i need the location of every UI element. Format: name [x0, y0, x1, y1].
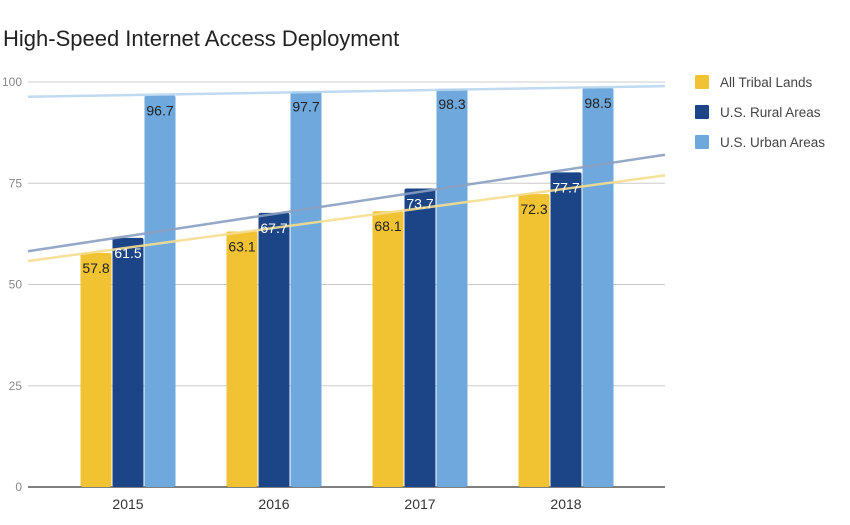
x-tick-label: 2017 [404, 496, 435, 512]
data-label: 61.5 [114, 245, 141, 261]
trendline [27, 174, 666, 263]
trendline [27, 84, 666, 99]
trendline [27, 153, 666, 253]
bar [518, 194, 550, 487]
legend-label: All Tribal Lands [720, 74, 813, 90]
legend-label: U.S. Rural Areas [720, 104, 821, 120]
data-label: 72.3 [520, 201, 547, 217]
bar [112, 237, 144, 487]
bars [80, 88, 614, 488]
y-axis-tick-labels: 0 25 50 75 100 [2, 75, 22, 494]
legend: All Tribal Lands U.S. Rural Areas U.S. U… [695, 72, 825, 162]
bar [436, 88, 468, 487]
legend-swatch [695, 135, 709, 149]
x-tick-label: 2018 [550, 496, 581, 512]
legend-item-tribal[interactable]: All Tribal Lands [695, 72, 825, 92]
x-axis-tick-labels: 2015 2016 2017 2018 [112, 496, 581, 512]
bar [80, 252, 112, 487]
bar [290, 91, 322, 487]
data-label: 98.3 [438, 96, 465, 112]
data-label: 68.1 [374, 218, 401, 234]
bar [550, 172, 582, 487]
legend-swatch [695, 105, 709, 119]
data-labels: 57.8 63.1 68.1 72.3 61.5 67.7 73.7 77.7 96.7 97.7… [82, 95, 611, 276]
legend-item-rural[interactable]: U.S. Rural Areas [695, 102, 825, 122]
y-tick-label: 75 [9, 176, 23, 190]
data-label: 67.7 [260, 220, 287, 236]
bar [258, 212, 290, 487]
trendlines [27, 84, 666, 263]
data-label: 97.7 [292, 98, 319, 114]
y-tick-label: 25 [9, 379, 23, 393]
bar [226, 231, 258, 487]
data-label: 73.7 [406, 196, 433, 212]
bar [404, 188, 436, 487]
data-label: 57.8 [82, 260, 109, 276]
legend-item-urban[interactable]: U.S. Urban Areas [695, 132, 825, 152]
bar [582, 88, 614, 487]
data-label: 77.7 [552, 179, 579, 195]
data-label: 96.7 [146, 102, 173, 118]
data-label: 63.1 [228, 238, 255, 254]
data-label: 98.5 [584, 95, 611, 111]
x-tick-label: 2016 [258, 496, 289, 512]
chart-title: High-Speed Internet Access Deployment [3, 26, 400, 51]
legend-label: U.S. Urban Areas [720, 134, 826, 150]
bar [372, 211, 404, 487]
y-tick-label: 50 [9, 278, 23, 292]
x-tick-label: 2015 [112, 496, 143, 512]
bar [144, 95, 176, 488]
y-tick-label: 100 [2, 75, 22, 89]
y-tick-label: 0 [15, 480, 22, 494]
legend-swatch [695, 75, 709, 89]
